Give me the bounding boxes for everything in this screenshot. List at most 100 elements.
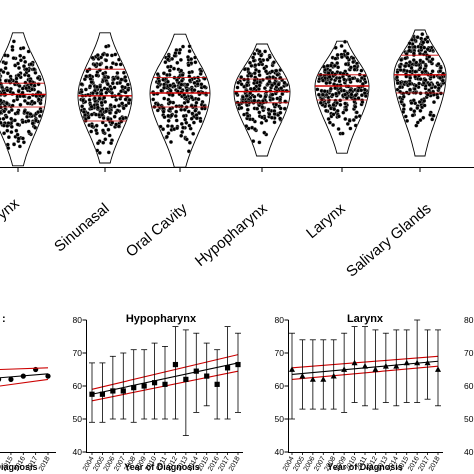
violin-dot [267, 112, 272, 117]
violin-dot [184, 88, 190, 93]
violin-dot [415, 120, 420, 125]
violin-dot [92, 62, 97, 68]
violin-dot [83, 87, 88, 92]
violin-dot [315, 87, 320, 92]
violin-dot [12, 142, 17, 147]
violin-dot [251, 55, 256, 60]
violin-dot [163, 60, 168, 65]
violin-dot [351, 117, 356, 123]
violin-dot [394, 75, 400, 80]
violin-dot [343, 62, 348, 67]
violin-dot [178, 57, 183, 62]
violin-dot [257, 73, 262, 78]
violin-dot [172, 83, 177, 89]
violin-dot [25, 101, 30, 106]
violin-dot [335, 61, 340, 66]
violin-dot [438, 65, 443, 70]
violin-dot [95, 105, 100, 110]
violin-dot [4, 114, 9, 120]
violin-dot [9, 130, 14, 135]
violin-dot [410, 113, 415, 118]
violin-dot [99, 100, 104, 105]
violin-dots-sinunasal [78, 43, 132, 155]
data-point-2012 [372, 366, 379, 372]
violin-dot [403, 56, 408, 61]
violin-dot [168, 106, 173, 111]
violin-dot [399, 57, 404, 62]
violin-dot [436, 61, 441, 67]
violin-dot [425, 47, 430, 52]
violin-arynx [0, 32, 47, 167]
violin-dot [79, 89, 84, 94]
violin-dot [342, 39, 348, 44]
violin-dot [259, 115, 265, 120]
violin-dot [334, 100, 340, 106]
violin-dot [249, 73, 254, 78]
violin-dot [326, 116, 331, 122]
violin-label-larynx: Larynx [303, 200, 349, 242]
violin-dot [255, 106, 260, 111]
violin-dot [106, 127, 111, 132]
violin-dot [15, 122, 20, 127]
data-point-2008 [131, 385, 137, 391]
violin-dot [178, 47, 183, 52]
violin-dot [347, 77, 352, 82]
violin-dot [158, 124, 163, 129]
violin-dot [252, 86, 257, 91]
violin-dot [252, 127, 257, 132]
violin-dot [318, 100, 323, 105]
violin-dot [276, 82, 281, 87]
violin-dot [166, 118, 171, 123]
violin-dot [109, 141, 114, 146]
violin-dot [266, 107, 271, 112]
violin-dot [430, 117, 435, 122]
violin-dot [161, 77, 166, 82]
left-panel-plot [0, 366, 51, 387]
violin-dot [347, 118, 352, 123]
violin-dot [100, 128, 106, 133]
violin-dot [162, 115, 167, 120]
violin-dot [174, 78, 180, 83]
violin-dot [168, 88, 173, 93]
right-edge-y-tick-label: 80 [464, 315, 474, 325]
violin-dot [340, 131, 345, 136]
violin-dot [180, 44, 186, 49]
violin-dot [108, 103, 113, 108]
violin-dot [186, 149, 191, 154]
violin-dot [244, 83, 250, 88]
violin-dot [6, 146, 11, 151]
violin-dot [360, 100, 365, 105]
violin-dot [431, 113, 436, 118]
violin-dot [422, 103, 427, 108]
violin-dot [262, 66, 267, 71]
violin-dot [408, 107, 413, 112]
violin-dot [420, 32, 425, 37]
violin-dot [3, 66, 8, 71]
violin-dot [353, 123, 358, 128]
violin-dot [348, 65, 353, 70]
violin-dot [408, 75, 413, 80]
violin-dot [179, 68, 184, 73]
violin-dots-oral-cavity [151, 44, 209, 154]
violin-dot [112, 104, 117, 109]
violin-dot [354, 110, 359, 115]
right-edge-y-ticks: 80 70 60 50 40 [464, 315, 474, 457]
violin-hypopharynx [233, 43, 291, 157]
violin-dot [320, 92, 325, 97]
violin-dot [179, 82, 184, 87]
violin-dot [94, 84, 99, 89]
violin-dot [328, 86, 333, 91]
violin-dot [99, 88, 104, 93]
violin-dot [351, 59, 356, 65]
violin-dot [427, 82, 432, 87]
violin-dot [23, 59, 28, 64]
violin-dot [87, 97, 92, 102]
violin-dot [174, 109, 179, 114]
violin-dot [162, 96, 167, 101]
violin-dot [180, 129, 185, 135]
violin-dot [335, 108, 340, 113]
violin-dot [336, 126, 341, 132]
data-point-2004 [89, 391, 95, 397]
hypopharynx-y-ticks: 80 70 60 50 40 [73, 315, 87, 457]
